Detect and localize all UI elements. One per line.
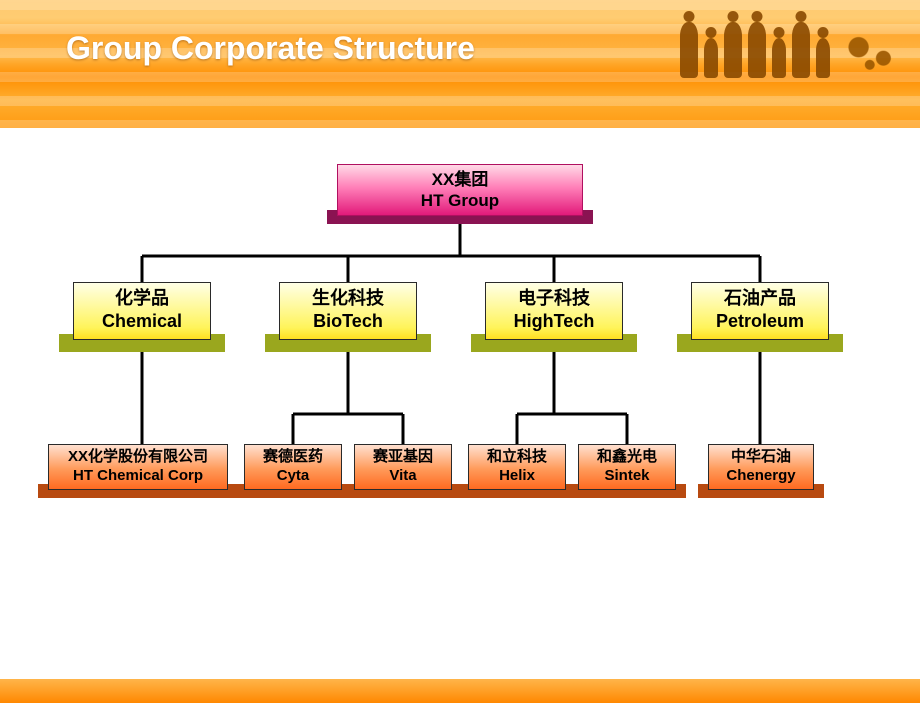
org-company-vita-line1: 赛亚基因 xyxy=(355,448,451,467)
org-company-sintek: 和鑫光电Sintek xyxy=(578,444,676,490)
org-company-vita-line2: Vita xyxy=(355,467,451,486)
org-division-petroleum-line2: Petroleum xyxy=(692,310,828,333)
footer-bar xyxy=(0,679,920,703)
org-company-htchem: XX化学股份有限公司HT Chemical Corp xyxy=(48,444,228,490)
org-division-hightech: 电子科技HighTech xyxy=(485,282,623,340)
org-company-sintek-line1: 和鑫光电 xyxy=(579,448,675,467)
org-division-chemical: 化学品Chemical xyxy=(73,282,211,340)
org-division-chemical-line1: 化学品 xyxy=(74,287,210,310)
org-root-line1: XX集团 xyxy=(338,169,582,190)
org-division-chemical-line2: Chemical xyxy=(74,310,210,333)
org-company-htchem-line1: XX化学股份有限公司 xyxy=(49,448,227,467)
orgchart-connectors xyxy=(0,0,920,727)
org-root-line2: HT Group xyxy=(338,190,582,211)
org-root: XX集团HT Group xyxy=(337,164,583,216)
org-company-vita: 赛亚基因Vita xyxy=(354,444,452,490)
org-company-helix-line1: 和立科技 xyxy=(469,448,565,467)
org-division-biotech-line1: 生化科技 xyxy=(280,287,416,310)
org-company-cyta: 赛德医药Cyta xyxy=(244,444,342,490)
org-company-chenergy-line1: 中华石油 xyxy=(709,448,813,467)
org-division-petroleum: 石油产品Petroleum xyxy=(691,282,829,340)
org-company-chenergy: 中华石油Chenergy xyxy=(708,444,814,490)
org-division-biotech: 生化科技BioTech xyxy=(279,282,417,340)
org-company-chenergy-line2: Chenergy xyxy=(709,467,813,486)
org-division-hightech-line1: 电子科技 xyxy=(486,287,622,310)
org-division-biotech-line2: BioTech xyxy=(280,310,416,333)
org-company-helix-line2: Helix xyxy=(469,467,565,486)
org-company-htchem-line2: HT Chemical Corp xyxy=(49,467,227,486)
org-company-helix: 和立科技Helix xyxy=(468,444,566,490)
org-company-cyta-line1: 赛德医药 xyxy=(245,448,341,467)
org-company-cyta-line2: Cyta xyxy=(245,467,341,486)
org-division-hightech-line2: HighTech xyxy=(486,310,622,333)
org-company-sintek-line2: Sintek xyxy=(579,467,675,486)
org-division-petroleum-line1: 石油产品 xyxy=(692,287,828,310)
